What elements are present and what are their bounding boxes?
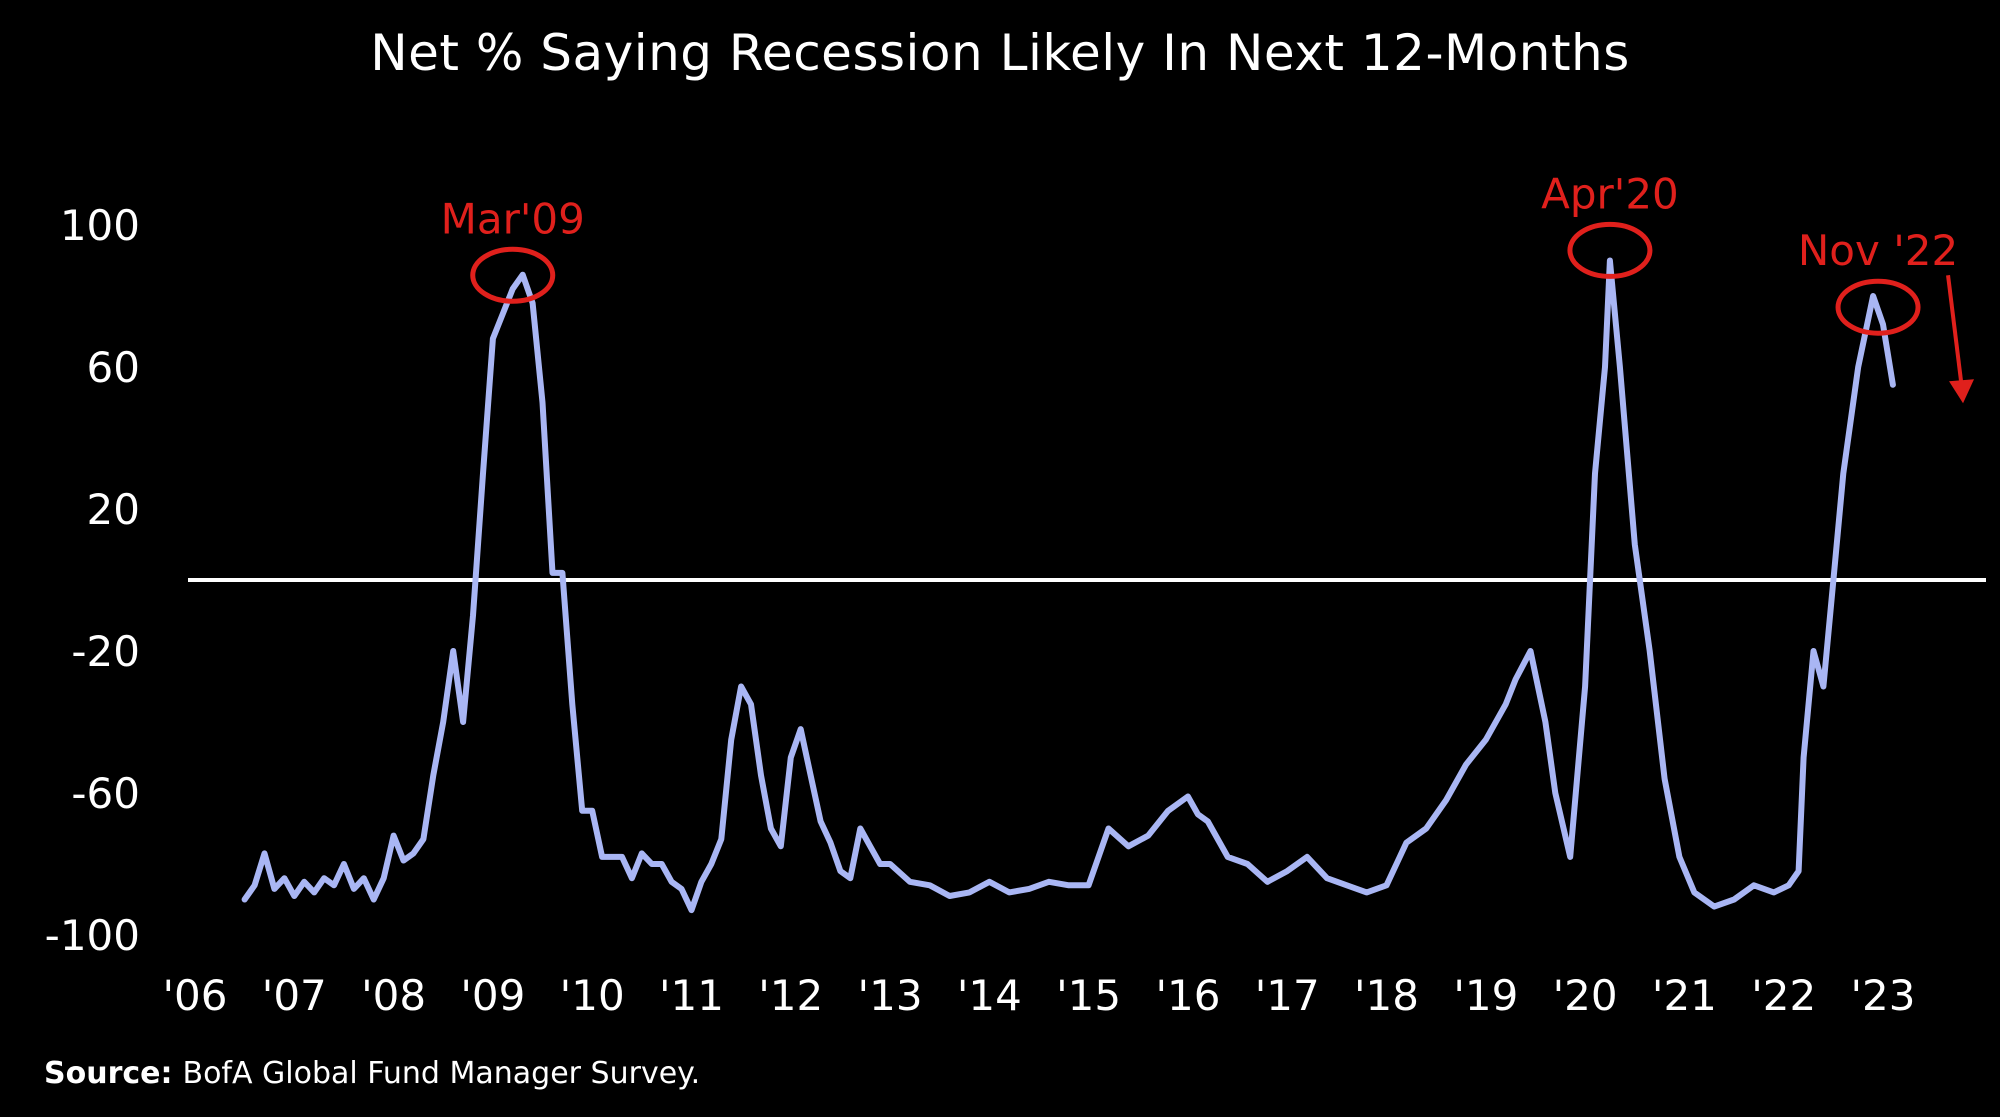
x-tick-label: '20 — [1553, 971, 1618, 1020]
x-tick-label: '18 — [1354, 971, 1419, 1020]
chart-title: Net % Saying Recession Likely In Next 12… — [370, 24, 1630, 82]
series-line — [241, 257, 1896, 914]
x-tick-label: '10 — [560, 971, 625, 1020]
x-tick-label: '11 — [659, 971, 724, 1020]
peak-circle — [470, 246, 556, 304]
y-tick-label: 20 — [87, 485, 140, 534]
x-axis-ticks: '06 '07 '08 '09 '10 '11 '12 '13 '14 '15 '16 '17 '18 '… — [163, 971, 1916, 1020]
peak-label: Nov '22 — [1798, 226, 1958, 275]
x-tick-label: '13 — [858, 971, 923, 1020]
y-tick-label: 60 — [87, 343, 140, 392]
x-tick-label: '07 — [262, 971, 327, 1020]
source-text: BofA Global Fund Manager Survey. — [182, 1056, 701, 1091]
source-label: Source: — [44, 1056, 173, 1091]
peak-circle — [1835, 278, 1921, 336]
x-tick-label: '06 — [163, 971, 228, 1020]
y-axis-ticks: 100 60 20 -20 -60 -100 — [45, 201, 140, 960]
y-tick-label: -100 — [45, 911, 140, 960]
x-tick-label: '08 — [361, 971, 426, 1020]
x-tick-label: '23 — [1851, 971, 1916, 1020]
arrow-head — [1949, 379, 1975, 404]
peak-label: Mar'09 — [441, 194, 585, 243]
x-tick-label: '16 — [1155, 971, 1220, 1020]
x-tick-label: '15 — [1056, 971, 1121, 1020]
x-tick-label: '17 — [1255, 971, 1320, 1020]
y-tick-label: 100 — [60, 201, 140, 250]
x-tick-label: '14 — [957, 971, 1022, 1020]
x-tick-label: '12 — [758, 971, 823, 1020]
x-tick-label: '22 — [1751, 971, 1816, 1020]
x-tick-label: '19 — [1453, 971, 1518, 1020]
peak-label: Apr'20 — [1541, 169, 1679, 218]
arrow-shaft — [1946, 274, 1965, 390]
x-tick-label: '09 — [460, 971, 525, 1020]
y-tick-label: -60 — [71, 769, 140, 818]
x-tick-label: '21 — [1652, 971, 1717, 1020]
down-arrow-icon — [1946, 274, 1975, 404]
source-note: Source: BofA Global Fund Manager Survey. — [44, 1056, 700, 1091]
y-tick-label: -20 — [71, 627, 140, 676]
peak-annotations: Mar'09 Apr'20 Nov '22 — [441, 169, 1958, 336]
peak-circle — [1567, 221, 1653, 279]
